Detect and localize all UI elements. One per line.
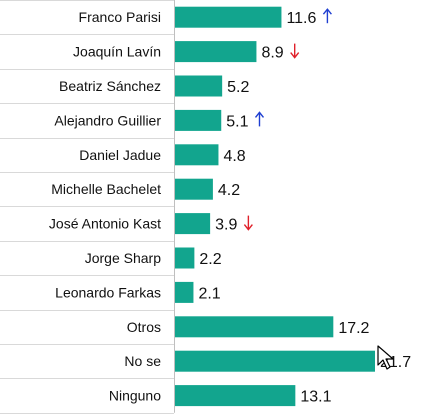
category-label: Jorge Sharp [85, 250, 161, 266]
bar [174, 144, 219, 166]
value-label: 5.2 [227, 79, 249, 96]
arrow-up-icon [322, 8, 332, 24]
value-label: 13.1 [300, 389, 331, 406]
value-label: 3.9 [215, 217, 237, 234]
value-label: 4.8 [223, 148, 245, 165]
category-label: Daniel Jadue [79, 147, 161, 163]
arrow-down-icon [243, 215, 253, 231]
bar [174, 6, 282, 28]
trend-arrows [243, 8, 332, 231]
arrow-down-icon [290, 43, 300, 59]
bar [174, 385, 296, 407]
category-label: Franco Parisi [79, 9, 161, 25]
bar [174, 316, 334, 338]
category-label: No se [124, 353, 161, 369]
arrow-up-icon [254, 111, 265, 127]
category-label: Alejandro Guillier [54, 112, 161, 128]
value-label: 2.2 [199, 251, 221, 268]
category-labels: Franco Parisi Joaquín Lavín Beatriz Sánche… [49, 9, 161, 403]
bar [174, 350, 375, 372]
bar [174, 281, 194, 303]
value-label: 11.6 [286, 10, 316, 27]
bar [174, 41, 257, 63]
grid-lines [0, 0, 174, 414]
cursor-shape [377, 345, 394, 370]
category-label: Leonardo Farkas [55, 284, 161, 300]
value-label: 8.9 [261, 45, 283, 62]
bar [174, 247, 195, 269]
value-label: 4.2 [218, 182, 240, 199]
value-label: 17.2 [338, 320, 369, 337]
category-label: Joaquín Lavín [73, 44, 161, 60]
value-label: 2.1 [198, 285, 220, 302]
category-label: Otros [127, 319, 161, 335]
category-label: Ninguno [109, 388, 161, 404]
bar [174, 178, 213, 200]
bar [174, 213, 211, 235]
bars [174, 6, 375, 407]
bar [174, 109, 222, 131]
value-label: 5.1 [226, 113, 248, 130]
category-label: Beatriz Sánchez [59, 78, 161, 94]
bar [174, 75, 223, 97]
mouse-pointer-icon [377, 345, 394, 370]
category-label: Michelle Bachelet [51, 181, 161, 197]
value-labels: 11.68.95.25.14.84.23.92.22.117.221.713.1 [198, 10, 411, 405]
category-label: José Antonio Kast [49, 216, 161, 232]
